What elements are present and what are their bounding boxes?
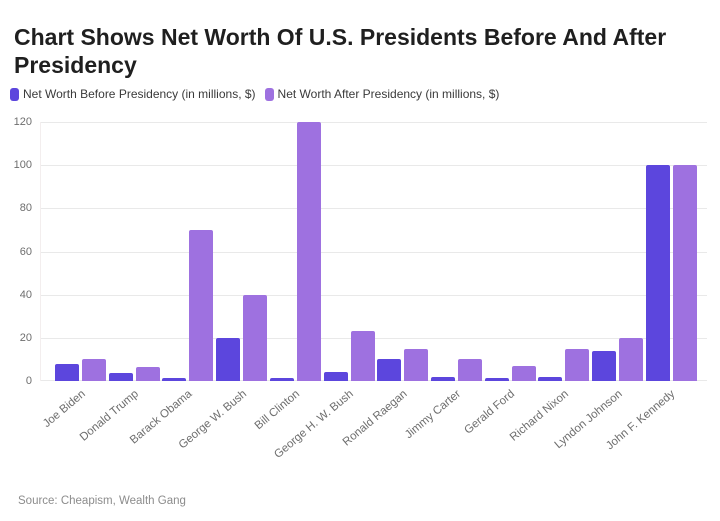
bar-before-joe-biden: [55, 364, 79, 381]
bar-after-john-f-kennedy: [673, 165, 697, 381]
bar-before-barack-obama: [162, 378, 186, 381]
y-tick-label-80: 80: [19, 202, 32, 214]
gridline-y-40: [41, 295, 707, 296]
bar-after-bill-clinton: [297, 122, 321, 381]
legend-swatch-after-icon: [264, 87, 274, 101]
chart-title: Chart Shows Net Worth Of U.S. Presidents…: [14, 24, 667, 79]
y-tick-label-20: 20: [19, 332, 32, 344]
bar-before-george-h-w-bush: [324, 372, 348, 381]
bar-after-lyndon-johnson: [619, 338, 643, 381]
bar-before-george-w-bush: [216, 338, 240, 381]
x-tick-label-bill-clinton: Bill Clinton: [252, 388, 302, 433]
legend-item-after: Net Worth After Presidency (in millions,…: [264, 87, 500, 101]
x-tick-label-joe-biden: Joe Biden: [40, 388, 88, 431]
y-tick-label-120: 120: [13, 116, 32, 128]
bar-after-george-w-bush: [243, 295, 267, 381]
bar-after-ronald-raegan: [404, 349, 428, 381]
bar-after-jimmy-carter: [458, 359, 482, 381]
bar-before-richard-nixon: [538, 377, 562, 381]
bar-after-richard-nixon: [565, 349, 589, 381]
y-tick-label-0: 0: [25, 375, 32, 387]
y-tick-label-60: 60: [19, 246, 32, 258]
y-axis: 0 20 40 60 80 100 120: [0, 116, 36, 387]
bar-before-ronald-raegan: [377, 359, 401, 381]
x-tick-label-jimmy-carter: Jimmy Carter: [402, 388, 463, 442]
y-tick-label-40: 40: [19, 289, 32, 301]
bar-before-jimmy-carter: [431, 377, 455, 381]
y-tick-label-100: 100: [13, 159, 32, 171]
x-axis-labels: Joe Biden Donald Trump Barack Obama George …: [40, 388, 706, 503]
gridline-y-60: [41, 252, 707, 253]
bar-before-gerald-ford: [485, 378, 509, 381]
gridline-y-80: [41, 208, 707, 209]
legend-label-before: Net Worth Before Presidency (in millions…: [23, 87, 256, 101]
legend-item-before: Net Worth Before Presidency (in millions…: [10, 87, 256, 101]
bar-before-lyndon-johnson: [592, 351, 616, 381]
bar-before-donald-trump: [109, 373, 133, 381]
gridline-y-100: [41, 165, 707, 166]
x-tick-label-gerald-ford: Gerald Ford: [461, 388, 517, 437]
gridline-y-120: [41, 122, 707, 123]
plot-area: [40, 122, 707, 381]
bar-after-donald-trump: [136, 367, 160, 381]
legend-label-after: Net Worth After Presidency (in millions,…: [277, 87, 500, 101]
bar-before-john-f-kennedy: [646, 165, 670, 381]
source-note: Source: Cheapism, Wealth Gang: [18, 495, 186, 507]
bar-after-george-h-w-bush: [351, 331, 375, 381]
legend: Net Worth Before Presidency (in millions…: [10, 87, 499, 101]
legend-swatch-before-icon: [10, 87, 19, 101]
bar-after-joe-biden: [82, 359, 106, 381]
bar-before-bill-clinton: [270, 378, 294, 381]
bar-after-barack-obama: [189, 230, 213, 381]
bar-after-gerald-ford: [512, 366, 536, 381]
